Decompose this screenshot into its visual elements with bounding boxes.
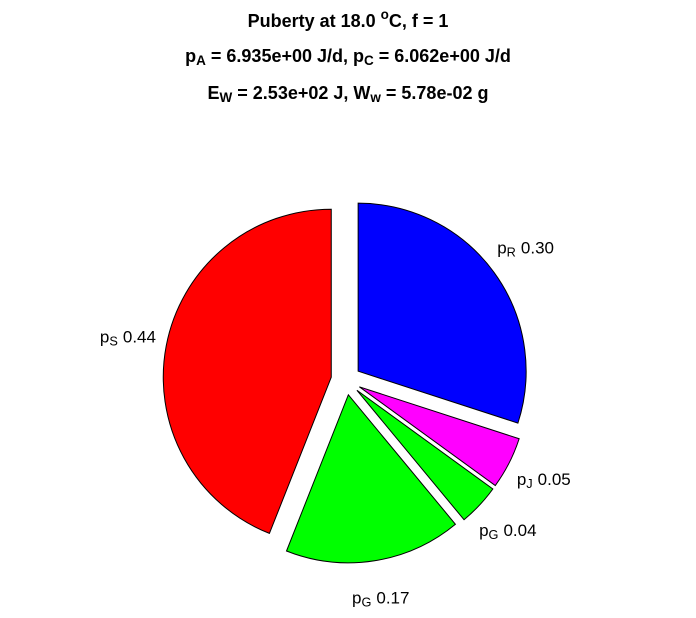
text-part: C, f = 1: [389, 11, 449, 31]
slice-label: pJ 0.05: [517, 470, 571, 491]
text-part: p: [517, 470, 526, 489]
text-part: A: [196, 53, 206, 68]
chart-title: EW = 2.53e+02 J, Ww = 5.78e-02 g: [208, 83, 489, 105]
value-label: 0.04: [503, 521, 536, 540]
text-part: R: [507, 245, 516, 260]
value-label: 0.30: [521, 239, 554, 258]
slice-label: pS 0.44: [100, 328, 156, 349]
text-part: = 6.935e+00 J/d, p: [206, 46, 364, 66]
text-part: p: [352, 589, 361, 608]
pie-slice: [285, 393, 457, 564]
pie-slice: [359, 386, 520, 487]
text-part: = 6.062e+00 J/d: [374, 46, 511, 66]
slice-label: pG 0.17: [352, 589, 409, 610]
text-part: = 2.53e+02 J, W: [232, 83, 370, 103]
chart-title: pA = 6.935e+00 J/d, pC = 6.062e+00 J/d: [185, 46, 511, 68]
chart-title: Puberty at 18.0 oC, f = 1: [248, 7, 449, 30]
text-part: S: [109, 334, 118, 349]
text-part: p: [185, 46, 196, 66]
text-part: o: [381, 7, 389, 22]
pie-slice: [162, 208, 332, 535]
text-part: E: [208, 83, 220, 103]
text-part: w: [369, 90, 381, 105]
value-label: 0.05: [538, 470, 571, 489]
value-label: 0.17: [376, 589, 409, 608]
slice-label: pG 0.04: [479, 521, 536, 542]
value-label: 0.44: [123, 328, 156, 347]
slice-label: pR 0.30: [497, 239, 554, 260]
text-part: W: [220, 90, 233, 105]
text-part: J: [526, 476, 532, 491]
text-part: G: [361, 595, 371, 610]
text-part: C: [364, 53, 374, 68]
text-part: G: [489, 527, 499, 542]
text-part: p: [497, 239, 506, 258]
pie-slice: [356, 389, 494, 521]
pie-slice: [357, 202, 527, 424]
text-part: = 5.78e-02 g: [381, 83, 489, 103]
text-part: p: [479, 521, 488, 540]
text-part: p: [100, 328, 109, 347]
text-part: Puberty at 18.0: [248, 11, 381, 31]
